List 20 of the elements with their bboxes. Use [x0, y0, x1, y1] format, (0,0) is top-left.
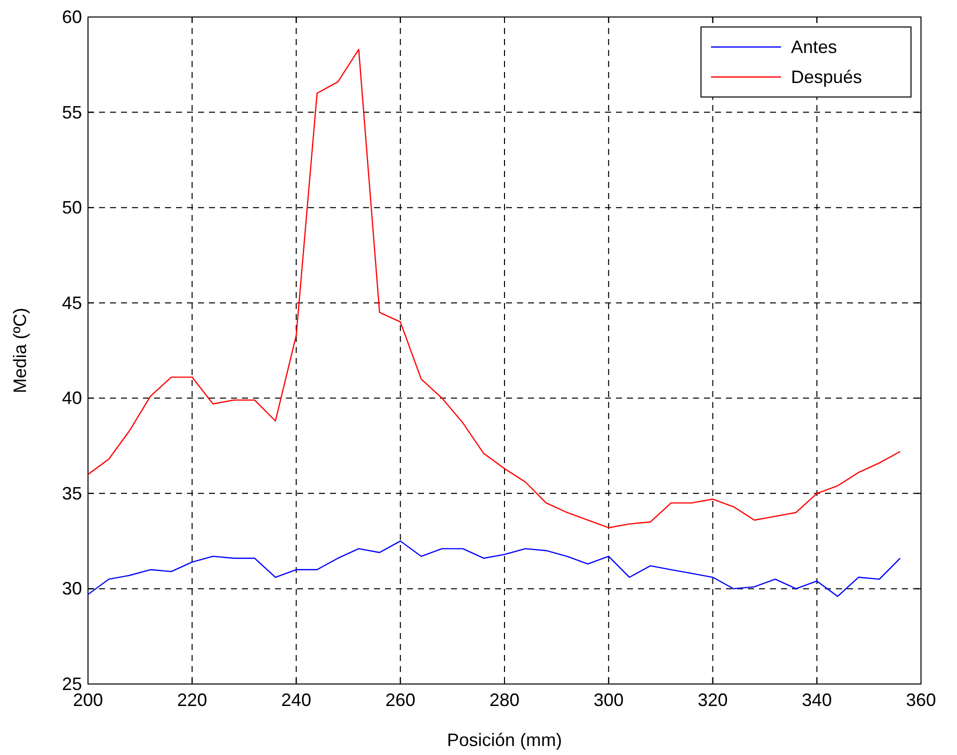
x-tick-label: 240	[281, 690, 312, 710]
y-tick-label: 40	[62, 388, 82, 408]
y-tick-label: 60	[62, 7, 82, 27]
y-tick-label: 55	[62, 102, 82, 122]
x-tick-label: 340	[802, 690, 832, 710]
x-tick-label: 220	[177, 690, 208, 710]
y-tick-label: 50	[62, 198, 82, 218]
y-tick-label: 30	[62, 578, 82, 599]
x-tick-label: 260	[385, 690, 416, 710]
y-tick-label: 35	[62, 483, 82, 504]
y-tick-label: 45	[62, 292, 82, 313]
y-axis-title: Media (ºC)	[10, 308, 30, 394]
x-tick-label: 320	[698, 690, 728, 710]
legend-label: Antes	[791, 37, 838, 57]
x-tick-label: 300	[594, 690, 624, 710]
x-axis-title: Posición (mm)	[446, 730, 562, 750]
x-tick-label: 280	[489, 690, 520, 710]
legend-label: Después	[791, 67, 862, 87]
line-series	[87, 540, 901, 597]
x-tick-label: 360	[906, 690, 936, 710]
